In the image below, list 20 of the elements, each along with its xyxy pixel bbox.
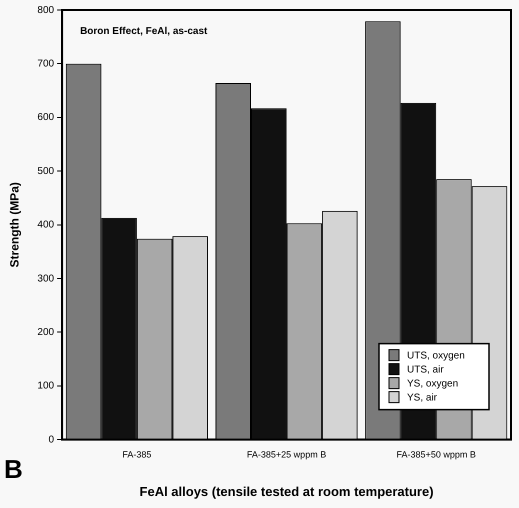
y-tick-label: 600 bbox=[37, 112, 55, 124]
legend-label: UTS, oxygen bbox=[407, 350, 465, 362]
legend-label: YS, oxygen bbox=[407, 378, 458, 390]
y-tick-label: 700 bbox=[37, 58, 55, 70]
text: B bbox=[4, 454, 23, 484]
y-tick-label: 400 bbox=[37, 220, 55, 231]
y-tick-label: 800 bbox=[37, 4, 55, 16]
x-axis-title: FeAl alloys (tensile tested at room temperature) bbox=[140, 484, 434, 499]
y-axis-title: Strength (MPa) bbox=[8, 182, 22, 268]
x-tick-label: FA-385+25 wppm B bbox=[246, 449, 326, 460]
y-tick-label: 0 bbox=[48, 434, 55, 446]
legend-label: YS, air bbox=[407, 392, 438, 404]
legend-label: UTS, air bbox=[407, 364, 444, 376]
x-tick-label: FA-385+50 wppm B bbox=[396, 449, 476, 460]
text: Boron Effect, FeAl, as-cast bbox=[80, 26, 208, 37]
y-tick-label: 100 bbox=[37, 380, 55, 392]
y-tick-label: 500 bbox=[37, 166, 55, 177]
y-tick-label: 200 bbox=[37, 326, 55, 338]
y-tick-label: 300 bbox=[37, 273, 55, 284]
x-tick-label: FA-385 bbox=[122, 449, 152, 460]
